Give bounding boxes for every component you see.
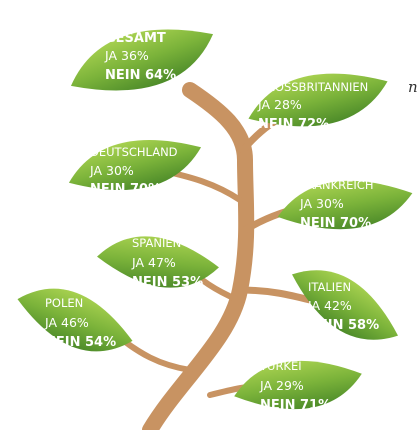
leaf-ja: JA 42% bbox=[307, 298, 352, 313]
leaf-nein: NEIN 64% bbox=[105, 68, 176, 83]
leaf-nein: NEIN 58% bbox=[308, 318, 379, 333]
leaf-label: TÜRKEI bbox=[259, 357, 302, 373]
leaf-texts: GESAMT JA 36% NEIN 64% GROSSBRITANNIEN J… bbox=[44, 31, 379, 413]
leaf-nein: NEIN 54% bbox=[45, 335, 116, 350]
leaf-nein: NEIN 70% bbox=[300, 216, 371, 231]
leaf-nein: NEIN 53% bbox=[132, 275, 203, 290]
text-fragment: n bbox=[408, 78, 418, 96]
leaf-label: POLEN bbox=[45, 296, 83, 310]
leaf-nein: NEIN 72% bbox=[258, 117, 329, 132]
leaf-label: SPANIEN bbox=[132, 236, 181, 250]
leaf-ja: JA 46% bbox=[44, 315, 89, 330]
leaf-ja: JA 28% bbox=[257, 97, 302, 112]
leaf-ja: JA 47% bbox=[131, 255, 176, 270]
leaf-ja: JA 36% bbox=[104, 48, 149, 63]
leaf-label: GROSSBRITANNIEN bbox=[258, 80, 368, 94]
leaf-label: ITALIEN bbox=[308, 280, 351, 294]
leaf-ja: JA 30% bbox=[299, 196, 344, 211]
leaf-label: DEUTSCHLAND bbox=[90, 145, 178, 159]
leaf-ja: JA 29% bbox=[259, 378, 304, 393]
leaf-ja: JA 30% bbox=[89, 163, 134, 178]
leaf-label: FRANKREICH bbox=[300, 178, 373, 192]
leaf-label: GESAMT bbox=[105, 31, 166, 46]
tree-trunk bbox=[107, 82, 314, 430]
leaf-nein: NEIN 71% bbox=[260, 398, 331, 413]
leaf-nein: NEIN 70% bbox=[90, 182, 161, 197]
